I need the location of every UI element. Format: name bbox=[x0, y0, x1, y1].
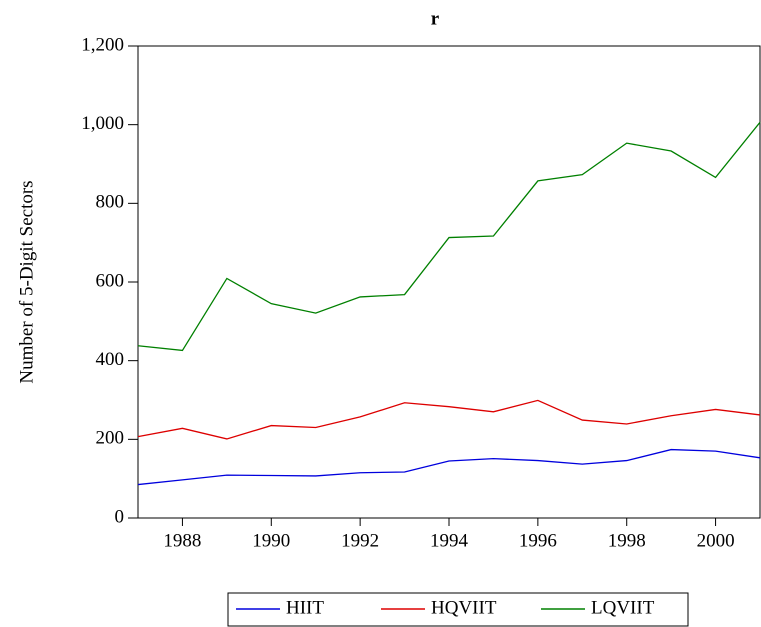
y-tick-label: 200 bbox=[96, 428, 125, 449]
y-tick-label: 1,200 bbox=[81, 34, 124, 55]
plot-frame bbox=[137, 45, 761, 519]
x-tick-label: 1992 bbox=[341, 530, 379, 551]
x-tick-label: 1998 bbox=[608, 530, 646, 551]
series-line bbox=[137, 448, 761, 486]
y-tick-label: 400 bbox=[96, 349, 125, 370]
legend-label: LQVIIT bbox=[591, 597, 655, 618]
legend-label: HQVIIT bbox=[431, 597, 497, 618]
y-tick-label: 1,000 bbox=[81, 113, 124, 134]
x-tick-label: 1994 bbox=[430, 530, 469, 551]
legend-box bbox=[227, 592, 689, 627]
x-tick-label: 1990 bbox=[252, 530, 290, 551]
y-tick-label: 0 bbox=[115, 506, 125, 527]
x-tick-label: 2000 bbox=[697, 530, 735, 551]
x-tick-label: 1996 bbox=[519, 530, 557, 551]
y-tick-label: 600 bbox=[96, 270, 125, 291]
x-tick-label: 1988 bbox=[163, 530, 201, 551]
series-line bbox=[137, 399, 761, 440]
series-line bbox=[137, 121, 761, 352]
chart-title: r bbox=[431, 8, 440, 29]
y-tick-label: 800 bbox=[96, 192, 125, 213]
y-axis-label: Number of 5-Digit Sectors bbox=[16, 180, 37, 383]
legend: HIIT HQVIIT LQVIIT bbox=[227, 592, 689, 627]
legend-label: HIIT bbox=[286, 597, 324, 618]
